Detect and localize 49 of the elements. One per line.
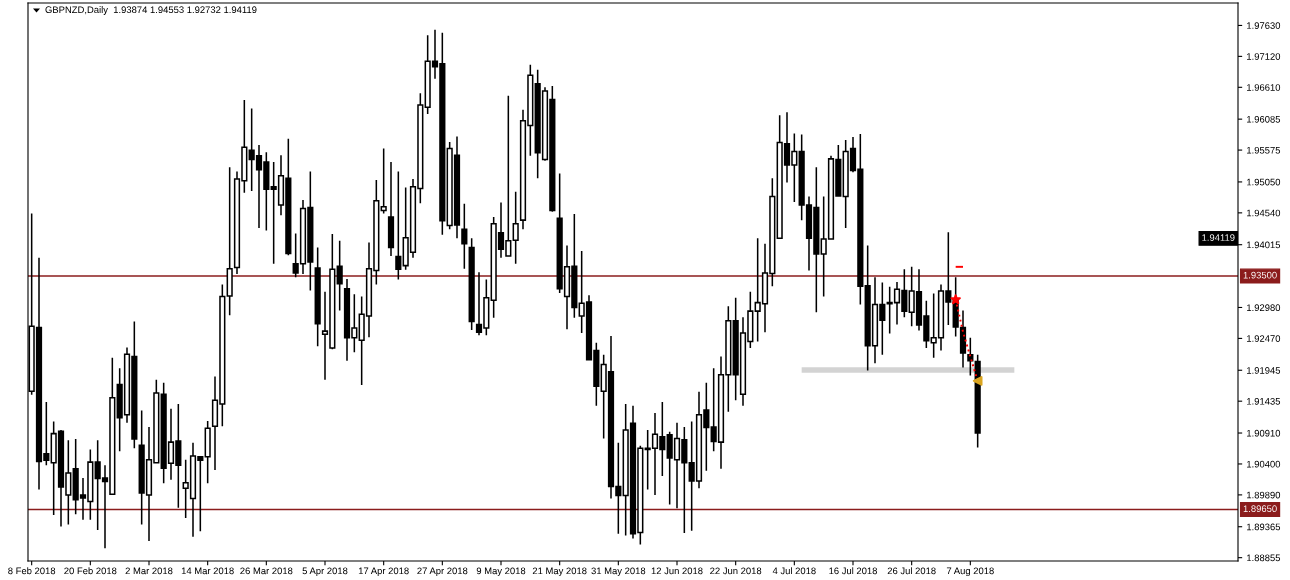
y-tick-label: 1.91435 [1247, 398, 1281, 405]
y-tick-label: 1.92470 [1247, 335, 1281, 342]
candlestick [461, 202, 468, 270]
candlestick [336, 239, 343, 312]
candlestick [314, 246, 321, 348]
x-tick-label: 9 May 2018 [476, 567, 526, 577]
y-tick-label: 1.97120 [1247, 53, 1281, 60]
ref-line-label: 1.93500 [1243, 271, 1277, 279]
candlestick [380, 147, 387, 215]
y-tick-label: 1.92980 [1247, 304, 1281, 311]
x-tick-label: 17 Apr 2018 [358, 567, 409, 577]
y-tick-label: 1.90910 [1247, 429, 1281, 437]
ref-line-label: 1.89650 [1243, 505, 1277, 512]
x-tick-label: 8 Feb 2018 [8, 567, 56, 575]
y-tick-label: 1.95575 [1247, 146, 1281, 154]
candlestick [967, 337, 974, 377]
x-tick-label: 26 Mar 2018 [240, 567, 293, 575]
x-tick-label: 16 Jul 2018 [829, 567, 878, 575]
x-tick-label: 14 Mar 2018 [181, 567, 234, 575]
x-tick-label: 20 Feb 2018 [64, 567, 117, 575]
y-tick-label: 1.95050 [1247, 178, 1281, 186]
x-tick-label: 27 Apr 2018 [417, 567, 468, 577]
chart-title: GBPNZD,Daily 1.93874 1.94553 1.92732 1.94119 [45, 6, 257, 15]
x-tick-label: 31 May 2018 [591, 567, 646, 577]
y-tick-label: 1.94015 [1247, 241, 1281, 249]
candlestick [468, 237, 475, 331]
y-tick-label: 1.96610 [1247, 84, 1281, 91]
x-tick-label: 12 Jun 2018 [651, 567, 703, 575]
candlestick [395, 170, 402, 281]
x-tick-label: 22 Jun 2018 [710, 567, 762, 575]
y-tick-label: 1.89365 [1247, 523, 1281, 531]
y-tick-label: 1.88855 [1247, 554, 1281, 562]
candlestick [204, 420, 211, 485]
y-tick-label: 1.90400 [1247, 460, 1281, 468]
x-tick-label: 7 Aug 2018 [946, 567, 994, 577]
x-tick-label: 5 Apr 2018 [302, 567, 348, 577]
x-tick-label: 21 May 2018 [532, 567, 587, 577]
candlestick [387, 161, 395, 257]
x-tick-label: 26 Jul 2018 [887, 567, 936, 575]
candlestick [512, 190, 519, 265]
candlestick [226, 166, 233, 317]
y-tick-label: 1.96085 [1247, 115, 1281, 123]
y-tick-label: 1.91945 [1247, 367, 1281, 374]
x-tick-label: 4 Jul 2018 [772, 567, 816, 575]
y-tick-label: 1.94540 [1247, 209, 1281, 217]
y-tick-label: 1.89890 [1247, 491, 1281, 499]
annotation: 1.94119 [1202, 234, 1235, 241]
y-tick-label: 1.97630 [1247, 22, 1281, 29]
x-tick-label: 2 Mar 2018 [125, 567, 173, 575]
